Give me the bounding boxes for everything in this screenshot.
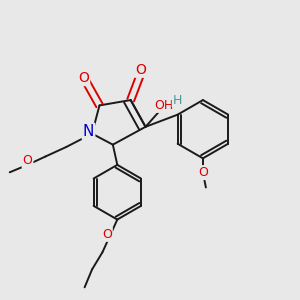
Text: O: O: [199, 166, 208, 179]
Text: O: O: [135, 63, 146, 77]
Text: OH: OH: [154, 99, 174, 112]
Text: O: O: [78, 71, 89, 85]
Text: O: O: [22, 154, 32, 167]
Text: N: N: [83, 124, 94, 139]
Text: O: O: [102, 228, 112, 241]
Text: H: H: [173, 94, 182, 106]
